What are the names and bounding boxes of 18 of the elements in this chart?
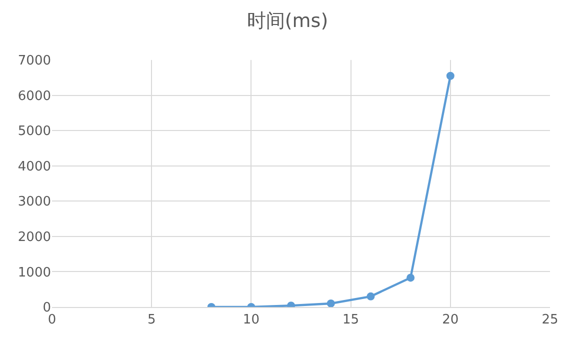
point [406, 274, 415, 282]
point [446, 72, 454, 80]
point [366, 292, 375, 300]
y-tick-label: 2000 [18, 230, 51, 245]
x-tick-label: 5 [147, 312, 156, 328]
y-tick-label: 6000 [18, 88, 51, 104]
x-tick-label: 25 [542, 312, 558, 328]
chart-title: 时间(ms) [246, 10, 328, 32]
x-tick-label: 10 [242, 312, 260, 328]
y-tick-label: 4000 [18, 159, 51, 174]
x-tick-label: 15 [342, 312, 360, 328]
point [326, 299, 335, 307]
y-tick-label: 1000 [18, 265, 51, 280]
y-tick-label: 0 [42, 300, 51, 316]
y-tick-label: 3000 [18, 194, 51, 210]
y-tick-label: 5000 [18, 124, 51, 140]
y-tick-label: 7000 [18, 54, 51, 69]
x-tick-label: 20 [442, 312, 459, 328]
